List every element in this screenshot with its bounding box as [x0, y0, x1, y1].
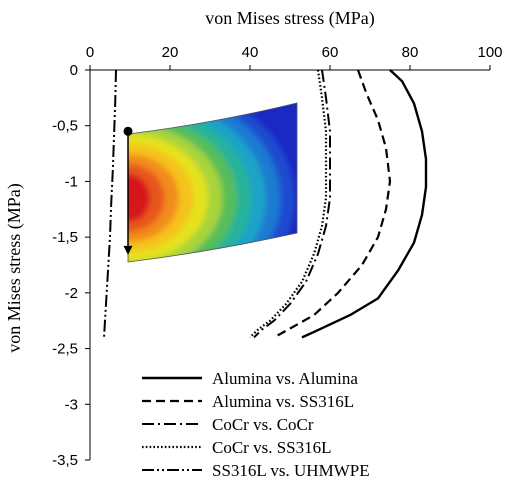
x-tick-label: 100 — [477, 44, 502, 61]
y-tick-label: -1,5 — [52, 229, 78, 246]
y-tick-label: -2 — [65, 285, 78, 302]
contour-outline — [127, 102, 298, 263]
legend-label: SS316L vs. UHMWPE — [212, 461, 370, 480]
series-group — [103, 69, 428, 339]
series-line-2 — [273, 69, 392, 339]
axes: 0 20 40 60 80 100 0 -0,5 -1 -1,5 -2 -2,5 -3 -3,5 — [52, 44, 502, 469]
contour-band — [128, 174, 150, 222]
legend-label: Alumina vs. Alumina — [212, 369, 358, 388]
contour-fill — [128, 103, 297, 262]
legend-label: CoCr vs. CoCr — [212, 415, 314, 434]
x-tick-label: 80 — [402, 44, 419, 61]
stress-contour-inset — [123, 102, 298, 263]
contour-bands — [128, 103, 295, 262]
marker-arrowhead — [123, 245, 133, 255]
series-line-5 — [103, 69, 117, 338]
x-tick-label: 20 — [162, 44, 179, 61]
legend: Alumina vs. Alumina Alumina vs. SS316L CoC… — [142, 369, 370, 480]
y-tick-label: -3,5 — [52, 452, 78, 469]
y-tick-label: -3 — [65, 396, 78, 413]
series-line-1 — [301, 69, 428, 339]
y-tick-label: 0 — [70, 62, 78, 79]
series-line-4 — [249, 69, 328, 339]
marker-start-dot — [123, 126, 133, 136]
legend-label: CoCr vs. SS316L — [212, 438, 332, 457]
x-tick-label: 60 — [322, 44, 339, 61]
contour-band — [128, 164, 165, 232]
x-tick-label: 40 — [242, 44, 259, 61]
series-line-3 — [253, 69, 331, 339]
legend-label: Alumina vs. SS316L — [212, 392, 354, 411]
y-axis-title: von Mises stress (MPa) — [4, 183, 25, 353]
y-tick-label: -2,5 — [52, 341, 78, 358]
y-tick-label: -1 — [65, 173, 78, 190]
x-axis-title: von Mises stress (MPa) — [205, 8, 375, 29]
y-tick-label: -0,5 — [52, 118, 78, 135]
x-tick-label: 0 — [86, 44, 94, 61]
